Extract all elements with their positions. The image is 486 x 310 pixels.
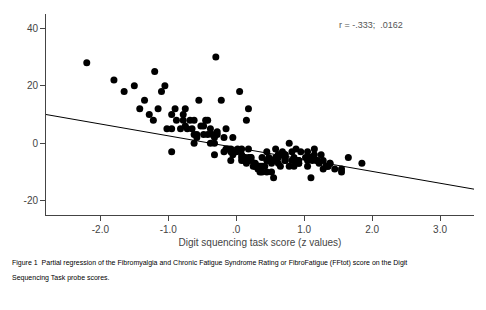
- svg-text:0: 0: [32, 138, 38, 149]
- svg-text:40: 40: [27, 23, 39, 34]
- svg-text:.0: .0: [232, 224, 241, 235]
- svg-text:3.0: 3.0: [433, 224, 447, 235]
- svg-text:Sequencing Task probe scores.: Sequencing Task probe scores.: [12, 274, 110, 282]
- svg-text:2.0: 2.0: [365, 224, 379, 235]
- svg-text:20: 20: [27, 80, 39, 91]
- svg-text:Digit squencing task score (z: Digit squencing task score (z values): [179, 237, 342, 248]
- svg-text:Figure 1 Partial regression o: Figure 1 Partial regression of the Fibro…: [12, 259, 407, 267]
- svg-text:1.0: 1.0: [297, 224, 311, 235]
- svg-text:r = -.333; .0162: r = -.333; .0162: [339, 20, 403, 30]
- svg-text:-20: -20: [24, 195, 39, 206]
- svg-text:-1.0: -1.0: [160, 224, 178, 235]
- svg-text:-2.0: -2.0: [92, 224, 110, 235]
